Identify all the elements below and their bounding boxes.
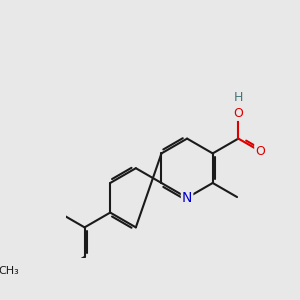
Text: O: O	[255, 145, 265, 158]
Text: N: N	[182, 191, 192, 205]
Text: CH₃: CH₃	[0, 266, 20, 276]
Text: O: O	[233, 107, 243, 120]
Text: H: H	[234, 91, 243, 104]
